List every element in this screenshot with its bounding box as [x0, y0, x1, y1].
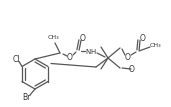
Text: Br: Br	[22, 94, 30, 103]
Text: O: O	[140, 33, 146, 42]
Text: O: O	[129, 65, 135, 74]
Text: CH₃: CH₃	[47, 34, 59, 39]
Text: O: O	[67, 53, 73, 62]
Text: CH₃: CH₃	[149, 42, 161, 48]
Text: O: O	[80, 33, 86, 42]
Text: O: O	[125, 53, 131, 62]
Text: Cl: Cl	[12, 55, 20, 64]
Text: N: N	[85, 49, 91, 55]
Text: H: H	[90, 49, 96, 55]
